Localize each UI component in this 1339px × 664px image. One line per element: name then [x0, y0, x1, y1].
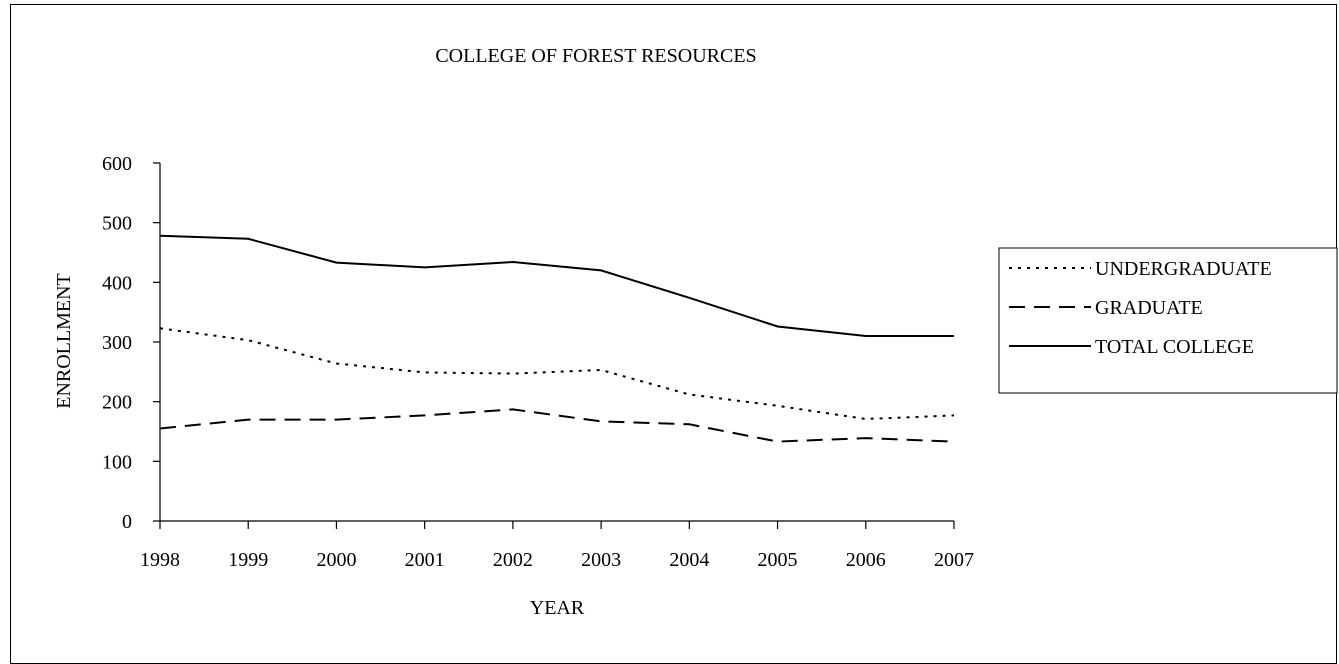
x-tick-label: 2005 [758, 549, 798, 571]
axes [159, 163, 954, 522]
x-tick-label: 2001 [405, 549, 445, 571]
series-layer [159, 234, 955, 443]
x-tick-label: 2004 [669, 549, 709, 571]
chart-title: COLLEGE OF FOREST RESOURCES [435, 45, 756, 67]
series-line-graduate [159, 408, 955, 443]
y-tick-label: 300 [102, 332, 132, 354]
x-tick-label: 2007 [934, 549, 974, 571]
legend-box [998, 247, 1338, 394]
y-tick-label: 100 [102, 451, 132, 473]
x-tick-label: 2000 [316, 549, 356, 571]
legend-label: GRADUATE [1095, 297, 1203, 319]
y-axis-title: ENROLLMENT [53, 273, 75, 409]
x-ticks: 1998 1999 2000 2001 2002 2003 2004 2005 2006 2007 [140, 521, 974, 571]
y-ticks: 0 100 200 300 400 500 600 [102, 153, 160, 533]
x-tick-label: 1998 [140, 549, 180, 571]
y-tick-label: 400 [102, 272, 132, 294]
y-tick-label: 600 [102, 153, 132, 175]
legend-label: UNDERGRADUATE [1095, 258, 1272, 280]
x-tick-label: 2003 [581, 549, 621, 571]
x-tick-label: 2006 [846, 549, 886, 571]
legend: UNDERGRADUATE GRADUATE TOTAL COLLEGE [998, 247, 1338, 394]
y-tick-label: 500 [102, 213, 132, 235]
y-tick-label: 0 [122, 511, 132, 533]
x-tick-label: 2002 [493, 549, 533, 571]
y-tick-label: 200 [102, 392, 132, 414]
series-line-undergraduate [159, 327, 955, 421]
x-tick-label: 1999 [228, 549, 268, 571]
series-line-total-college [159, 234, 954, 337]
legend-label: TOTAL COLLEGE [1095, 336, 1254, 358]
x-axis-title: YEAR [530, 597, 585, 619]
